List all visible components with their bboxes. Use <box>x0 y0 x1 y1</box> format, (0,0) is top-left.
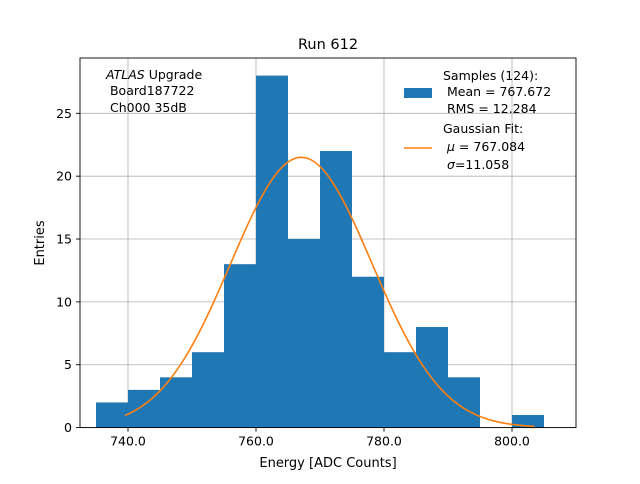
legend-samples-rms: RMS = 12.284 <box>443 101 537 116</box>
experiment-name: ATLAS <box>105 67 145 82</box>
histogram-bar <box>288 239 320 428</box>
x-tick-label: 760.0 <box>238 434 274 449</box>
x-axis-label: Energy [ADC Counts] <box>259 456 396 471</box>
x-tick-label: 740.0 <box>110 434 146 449</box>
histogram-bar <box>448 377 480 428</box>
y-axis-ticks: 0 5 10 15 20 25 <box>56 106 80 435</box>
experiment-annotation: ATLAS Upgrade Board187722 Ch000 35dB <box>105 67 202 115</box>
y-tick-label: 0 <box>64 420 72 435</box>
legend-samples-patch <box>404 88 432 98</box>
histogram-bar <box>512 415 544 428</box>
histogram-bar <box>352 276 384 428</box>
legend-fit-sigma-value: =11.058 <box>455 157 509 172</box>
x-tick-label: 800.0 <box>494 434 530 449</box>
histogram-bars <box>96 75 544 428</box>
y-tick-label: 15 <box>56 232 72 247</box>
histogram-bar <box>256 75 288 428</box>
chart-title: Run 612 <box>298 37 358 53</box>
histogram-bar <box>224 264 256 428</box>
plot-frame <box>79 57 577 429</box>
experiment-suffix: Upgrade <box>145 67 203 82</box>
y-axis-label: Entries <box>33 220 48 266</box>
x-tick-label: 780.0 <box>366 434 402 449</box>
legend-fit-mu-symbol: μ <box>446 139 455 154</box>
histogram-bar <box>384 352 416 428</box>
legend-samples-mean: Mean = 767.672 <box>443 84 551 99</box>
legend-fit-sigma-symbol: σ <box>447 157 456 172</box>
y-tick-label: 10 <box>56 294 72 309</box>
histogram-bar <box>192 352 224 428</box>
legend-samples-label: Samples (124): <box>443 68 538 83</box>
legend-fit-mu-value: = 767.084 <box>455 139 525 154</box>
histogram-bar <box>96 402 128 428</box>
legend: Samples (124): Mean = 767.672 RMS = 12.2… <box>404 68 551 172</box>
histogram-bar <box>320 151 352 428</box>
x-axis-ticks: 740.0 760.0 780.0 800.0 <box>110 427 530 449</box>
y-tick-label: 5 <box>64 357 72 372</box>
legend-fit-label: Gaussian Fit: <box>443 121 523 136</box>
svg-text:ATLAS Upgrade: ATLAS Upgrade <box>105 67 202 82</box>
svg-text:μ = 767.084: μ = 767.084 <box>446 139 525 154</box>
channel-info: Ch000 35dB <box>106 100 187 115</box>
y-tick-label: 25 <box>56 106 72 121</box>
board-id: Board187722 <box>106 83 194 98</box>
y-tick-label: 20 <box>56 169 72 184</box>
svg-text:σ=11.058: σ=11.058 <box>447 157 509 172</box>
gaussian-fit-curve <box>124 156 535 428</box>
